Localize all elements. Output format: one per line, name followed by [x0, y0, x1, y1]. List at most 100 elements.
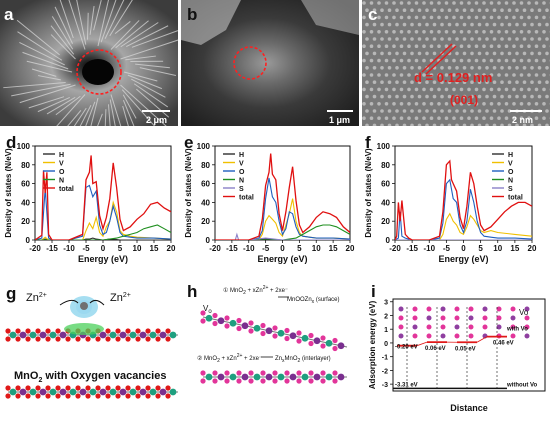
panel-i-vo-label: Vo — [519, 308, 529, 317]
panel-d-xtick-label: 0 — [101, 244, 106, 253]
panel-e-xtick-label: 20 — [346, 244, 355, 253]
panel-i-ytick-label: -2 — [382, 368, 388, 375]
panel-c-scale-bar: 2 nm — [512, 115, 533, 125]
panel-i-connector — [477, 337, 487, 343]
panel-d-ytick-label: 80 — [21, 161, 30, 170]
panel-e-ytick-label: 80 — [201, 161, 210, 170]
panel-e-ytick-label: 100 — [197, 142, 211, 151]
panel-e-legend-label-n: N — [239, 178, 244, 185]
panel-d-xtick-label: -15 — [46, 244, 58, 253]
panel-e-xtick-label: -10 — [243, 244, 255, 253]
panel-d-xtick-label: -10 — [63, 244, 75, 253]
panel-i-letter: i — [371, 282, 376, 301]
panel-d-legend-label-n: N — [59, 178, 64, 185]
panel-i-ytick-label: 3 — [384, 300, 388, 307]
panel-d-xtick-label: 10 — [133, 244, 142, 253]
panel-f-xtick-label: 15 — [510, 244, 519, 253]
panel-f-legend-label-n: N — [508, 178, 513, 185]
panel-f-ytick-label: 100 — [377, 142, 391, 151]
panel-d-xlabel: Energy (eV) — [78, 254, 128, 264]
panel-d-xtick-label: -5 — [82, 244, 90, 253]
panel-f-xtick-label: 20 — [528, 244, 537, 253]
panel-b-letter: b — [187, 5, 197, 24]
panel-e-legend-label-s: S — [239, 186, 244, 193]
panel-g-schematic: g Zn2+ Zn2+ MnO2 with Oxygen vacancies — [0, 277, 182, 416]
panel-i-label-e4: 0.46 eV — [493, 341, 514, 347]
panel-f-xtick-label: 10 — [493, 244, 502, 253]
panel-d-xtick-label: 5 — [118, 244, 123, 253]
panel-f-xtick-label: -15 — [406, 244, 418, 253]
panel-f-xtick-label: 0 — [461, 244, 466, 253]
panel-c-d-spacing: d = 0.129 nm — [414, 70, 492, 85]
panel-e-xtick-label: 5 — [297, 244, 302, 253]
panel-i-ytick-label: -1 — [382, 355, 388, 362]
panel-i-label-e3: 0.05 eV — [455, 346, 476, 352]
panel-d-legend-label-v: V — [59, 161, 64, 168]
panel-h-product-2: ZnxMnO2 (interlayer) — [275, 356, 331, 364]
panel-e-ytick-label: 60 — [201, 180, 210, 189]
panel-e-series-total — [215, 154, 350, 241]
panel-i-ytick-label: -3 — [382, 382, 388, 389]
panel-i-ytick-label: 1 — [384, 327, 388, 334]
panel-i-label-e1: -0.20 eV — [395, 345, 418, 351]
panel-d-ytick-label: 20 — [21, 217, 30, 226]
panel-d-legend-label-total: total — [59, 186, 74, 193]
panel-e-legend-label-o: O — [239, 169, 245, 176]
panel-d-ytick-label: 60 — [21, 180, 30, 189]
panel-b-tem-image: b 1 μm — [181, 0, 359, 126]
panel-e-legend-label-total: total — [239, 195, 254, 202]
panel-f-legend-label-o: O — [508, 169, 514, 176]
panel-i-label-e5: -3.31 eV — [395, 382, 418, 388]
panel-e-xtick-label: 15 — [329, 244, 338, 253]
panel-d-xtick-label: 15 — [150, 244, 159, 253]
panel-g-letter: g — [6, 284, 16, 303]
panel-i-ytick-label: 2 — [384, 313, 388, 320]
panel-f-legend-label-v: V — [508, 161, 513, 168]
panel-f-ytick-label: 80 — [381, 161, 390, 170]
panel-h-schematic: h Vo ① MnO2 + xZn2+ + 2xe⁻ MnOOZnx (surf… — [183, 277, 366, 416]
panel-d-ylabel: Density of states (N/eV) — [4, 148, 13, 238]
panel-c-hrtem-image: c d = 0.129 nm (001) 2 nm — [362, 0, 550, 126]
panel-e-plot-frame — [215, 146, 350, 240]
panel-e-ytick-label: 20 — [201, 217, 210, 226]
panel-e-xlabel: Energy (eV) — [257, 254, 307, 264]
panel-a-sem-image: a 2 μm — [0, 0, 178, 126]
panel-c-plane: (001) — [450, 93, 478, 107]
panel-f-ytick-label: 20 — [381, 217, 390, 226]
panel-h-product-1: MnOOZnx (surface) — [287, 297, 340, 305]
panel-c-letter: c — [368, 5, 377, 24]
panel-e-xtick-label: 10 — [312, 244, 321, 253]
panel-e-xtick-label: -15 — [226, 244, 238, 253]
panel-d-legend-label-o: O — [59, 169, 65, 176]
panel-e-xtick-label: -20 — [209, 244, 221, 253]
panel-f-legend-label-s: S — [508, 186, 513, 193]
panel-f-ylabel: Density of states (N/eV) — [364, 148, 373, 238]
panel-d-plot-frame — [35, 146, 171, 240]
panel-f-xtick-label: -10 — [423, 244, 435, 253]
panel-g-ion-right: Zn2+ — [110, 292, 131, 304]
panel-d-xtick-label: -20 — [29, 244, 41, 253]
panel-i-label-without: without Vo — [506, 382, 538, 388]
panel-f-ytick-label: 40 — [381, 198, 390, 207]
panel-d-ytick-label: 100 — [17, 142, 31, 151]
panel-h-reaction-1: ① MnO2 + xZn2+ + 2xe⁻ — [223, 285, 288, 296]
panel-a-letter: a — [4, 5, 14, 24]
panel-g-ion-left: Zn2+ — [26, 292, 47, 304]
panel-b-scale-bar: 1 μm — [329, 115, 350, 125]
panel-h-reaction-2: ② MnO2 + xZn2+ + 2xe⁻ — [197, 353, 262, 364]
panel-d-ytick-label: 40 — [21, 198, 30, 207]
panel-f-xtick-label: -5 — [443, 244, 451, 253]
panel-d-legend-label-h: H — [59, 152, 64, 159]
panel-e-legend-label-v: V — [239, 161, 244, 168]
panel-h-letter: h — [187, 282, 197, 301]
panel-d-xtick-label: 20 — [167, 244, 176, 253]
panel-f-legend-label-total: total — [508, 195, 523, 202]
panel-i-label-with: with Vo — [506, 327, 528, 333]
panel-e-legend-label-h: H — [239, 152, 244, 159]
panel-i-ylabel: Adsorption energy (eV) — [368, 300, 377, 389]
panel-e-ylabel: Density of states (N/eV) — [184, 148, 193, 238]
panel-i-ytick-label: 0 — [384, 341, 388, 348]
panel-f-xtick-label: -20 — [389, 244, 401, 253]
